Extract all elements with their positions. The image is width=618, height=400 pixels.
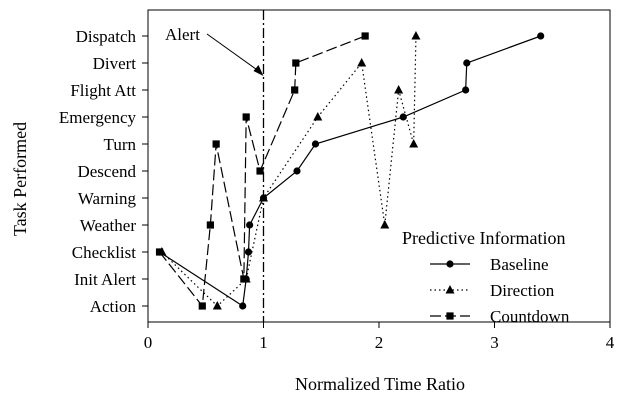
data-point [394,85,404,94]
legend-label-countdown: Countdown [490,307,570,326]
data-point [537,32,545,40]
data-point [244,248,253,256]
data-point [293,167,301,175]
data-point [292,59,300,67]
y-tick-label: Weather [80,216,137,235]
legend-title: Predictive Information [402,228,565,248]
data-point [212,301,222,310]
legend-label-baseline: Baseline [490,255,549,274]
y-axis-title: Task Performed [10,122,30,236]
series-line [159,35,541,308]
data-point [380,220,390,229]
x-tick-label: 3 [490,333,499,352]
data-point [411,31,421,40]
x-tick-label: 2 [375,333,384,352]
data-point [399,113,407,121]
data-point [206,221,214,229]
legend-marker-countdown [446,312,454,320]
data-point [212,140,220,148]
y-tick-label: Checklist [72,243,136,262]
alert-arrow-head [253,65,264,76]
x-tick-label: 4 [606,333,615,352]
y-tick-label: Action [90,297,137,316]
alert-arrow-line [206,33,262,74]
data-point [198,302,206,310]
legend-marker-baseline [446,260,454,268]
series-line [161,35,417,307]
x-tick-label: 0 [144,333,153,352]
y-tick-label: Divert [93,54,137,73]
x-tick-label: 1 [259,333,268,352]
data-point [409,139,419,148]
data-point [242,113,250,121]
plot-layer [147,9,611,323]
data-point [155,248,164,256]
data-point [313,112,323,121]
series-line [159,35,366,308]
data-point [311,140,320,148]
data-point [291,86,299,94]
alert-label: Alert [165,25,200,44]
y-tick-label: Warning [78,189,137,208]
legend-marker-direction [445,285,455,294]
data-point [463,59,471,67]
y-tick-label: Turn [104,135,137,154]
data-point [259,193,268,202]
data-point [256,167,264,175]
series-layer [155,31,545,310]
y-tick-label: Flight Att [70,81,136,100]
series-direction [157,31,421,310]
data-point [462,86,470,94]
plot-frame [147,9,611,323]
x-axis-title: Normalized Time Ratio [295,374,465,394]
y-tick-label: Dispatch [76,27,137,46]
data-point [239,302,247,310]
alert-annotation: Alert [165,25,264,76]
legend: Predictive Information Baseline Direction… [402,228,570,326]
series-countdown [155,32,369,310]
ticks-layer: 0 1 2 3 4 Action Init Alert Checklist Weather War… [59,27,615,352]
data-point [361,32,369,40]
y-tick-label: Emergency [59,108,137,127]
legend-label-direction: Direction [490,281,555,300]
data-point [240,275,248,283]
y-tick-label: Descend [77,162,136,181]
data-point [357,58,367,67]
data-point [246,221,254,229]
y-tick-label: Init Alert [74,270,136,289]
